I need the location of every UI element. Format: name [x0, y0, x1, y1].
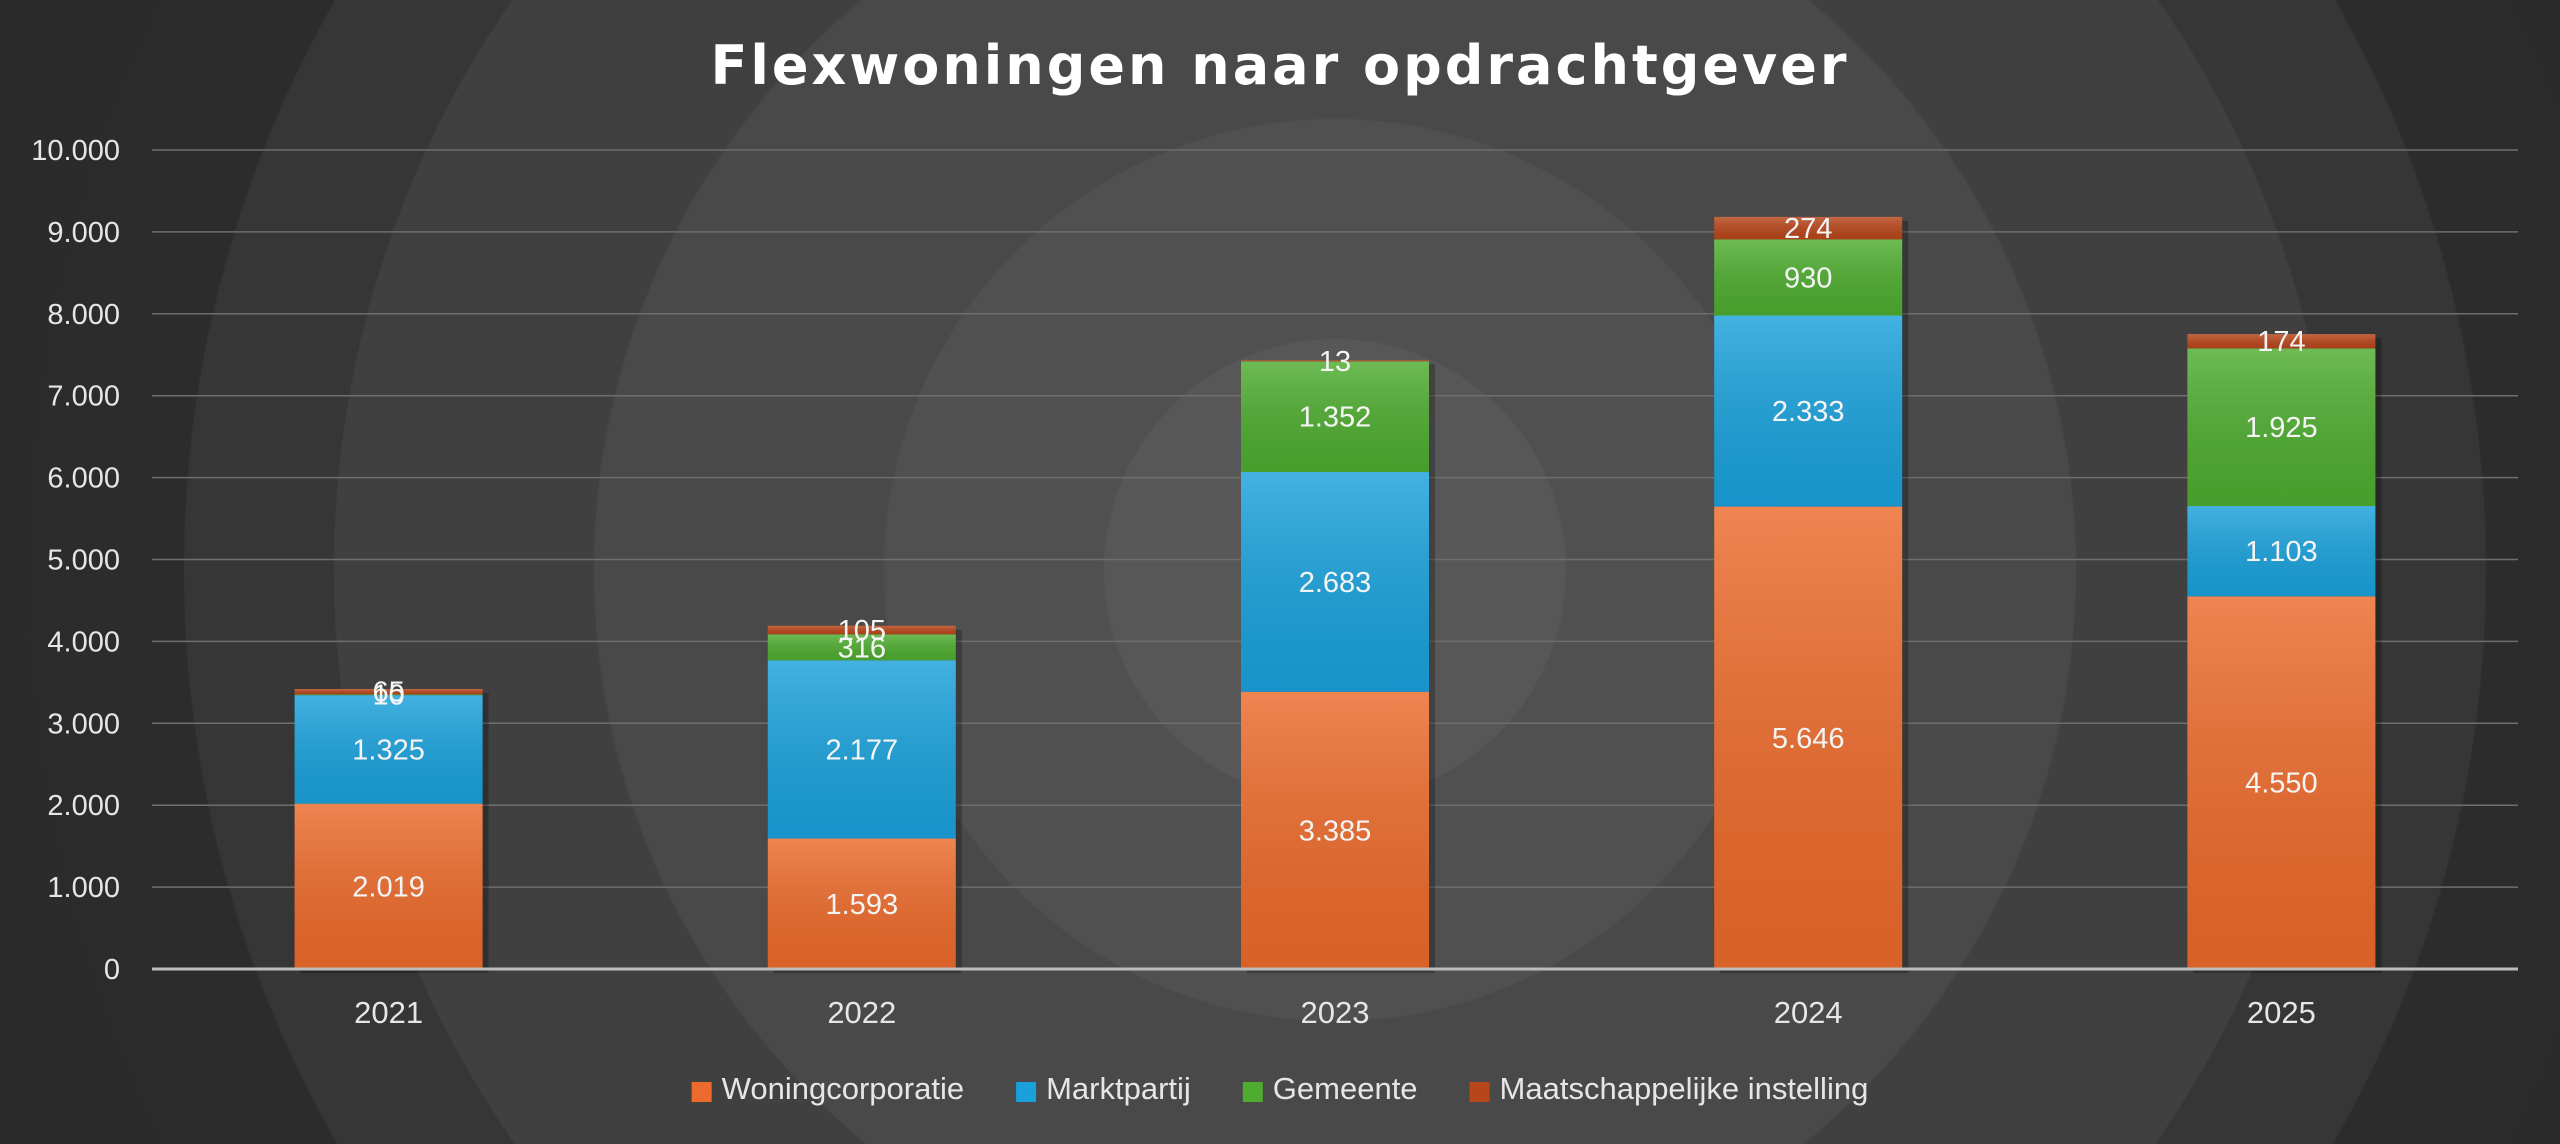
bar-segment-shade — [2187, 506, 2376, 597]
data-label: 274 — [1784, 213, 1832, 245]
data-label: 2.333 — [1772, 396, 1845, 428]
data-label: 65 — [372, 677, 404, 709]
legend-item: Marktpartij — [1016, 1071, 1191, 1106]
bar-segment-shade — [294, 695, 483, 804]
legend-label: Marktpartij — [1046, 1071, 1191, 1106]
data-label: 1.325 — [352, 734, 425, 766]
y-tick-label: 3.000 — [47, 708, 120, 740]
bar-segment-shade — [2187, 596, 2376, 969]
legend-swatch — [1242, 1082, 1263, 1102]
y-tick-label: 0 — [104, 954, 120, 986]
data-label: 1.352 — [1299, 402, 1372, 434]
bar-segment-shade — [1714, 216, 1903, 240]
legend-label: Gemeente — [1273, 1071, 1418, 1106]
y-tick-label: 2.000 — [47, 790, 120, 822]
y-tick-label: 4.000 — [47, 626, 120, 658]
data-label: 3.385 — [1299, 815, 1372, 847]
bar-segment-shade — [1241, 360, 1429, 362]
data-label: 2.177 — [826, 734, 899, 766]
chart-title: Flexwoningen naar opdrachtgever — [711, 34, 1850, 97]
bar-segment-shade — [294, 688, 483, 695]
bar-segment-shade — [767, 660, 956, 839]
y-axis-ticks: 0 1.000 2.000 3.000 4.000 5.000 6.000 7.000 8.00… — [31, 135, 120, 986]
bar-segment-shade — [294, 803, 483, 969]
x-tick-label: 2021 — [354, 995, 423, 1030]
y-tick-label: 6.000 — [47, 463, 120, 495]
legend-swatch — [1469, 1082, 1490, 1102]
bar-segment-shade — [1241, 691, 1429, 969]
y-tick-label: 8.000 — [47, 299, 120, 331]
bar-segment-shade — [294, 694, 483, 696]
data-label: 10 — [372, 680, 404, 712]
bar-segment-shade — [1241, 472, 1429, 692]
legend-swatch — [1016, 1082, 1037, 1102]
data-label: 4.550 — [2245, 768, 2318, 800]
data-label: 930 — [1784, 262, 1832, 294]
x-tick-label: 2025 — [2247, 995, 2316, 1030]
legend-label: Maatschappelijke instelling — [1500, 1071, 1869, 1106]
bar-segment-shade — [767, 838, 956, 969]
bar-segment-shade — [2187, 334, 2376, 349]
data-label: 13 — [1319, 346, 1351, 378]
data-label: 1.103 — [2245, 536, 2318, 568]
legend-label: Woningcorporatie — [722, 1071, 964, 1106]
bar-segment-shade — [1714, 506, 1903, 969]
legend-swatch — [691, 1082, 712, 1102]
y-tick-label: 5.000 — [47, 545, 120, 577]
data-label: 174 — [2257, 326, 2305, 358]
legend-item: Maatschappelijke instelling — [1469, 1071, 1869, 1106]
bar-segment-shade — [767, 625, 956, 635]
bars — [294, 216, 2382, 973]
legend-item: Woningcorporatie — [691, 1071, 964, 1106]
x-tick-label: 2024 — [1774, 995, 1843, 1030]
bar-segment-shade — [1714, 239, 1903, 316]
y-tick-label: 1.000 — [47, 872, 120, 904]
bar-segment-shade — [767, 634, 956, 661]
bar-segment-shade — [1714, 315, 1903, 507]
data-label: 1.593 — [826, 889, 899, 921]
x-tick-label: 2023 — [1301, 995, 1370, 1030]
legend-item: Gemeente — [1242, 1071, 1418, 1106]
bar-segment-shade — [2187, 348, 2376, 507]
x-axis-ticks: 2021 2022 2023 2024 2025 — [354, 995, 2316, 1030]
data-label: 316 — [838, 632, 886, 664]
data-label: 1.925 — [2245, 412, 2318, 444]
data-label: 2.683 — [1299, 567, 1372, 599]
bar-segment-shade — [1241, 361, 1429, 473]
data-label: 5.646 — [1772, 723, 1845, 755]
data-label: 105 — [838, 615, 886, 647]
y-tick-label: 9.000 — [47, 217, 120, 249]
data-label: 2.019 — [352, 871, 425, 903]
y-tick-label: 7.000 — [47, 381, 120, 413]
y-tick-label: 10.000 — [31, 135, 120, 167]
x-tick-label: 2022 — [827, 995, 896, 1030]
legend: Woningcorporatie Marktpartij Gemeente Maats… — [691, 1071, 1869, 1106]
